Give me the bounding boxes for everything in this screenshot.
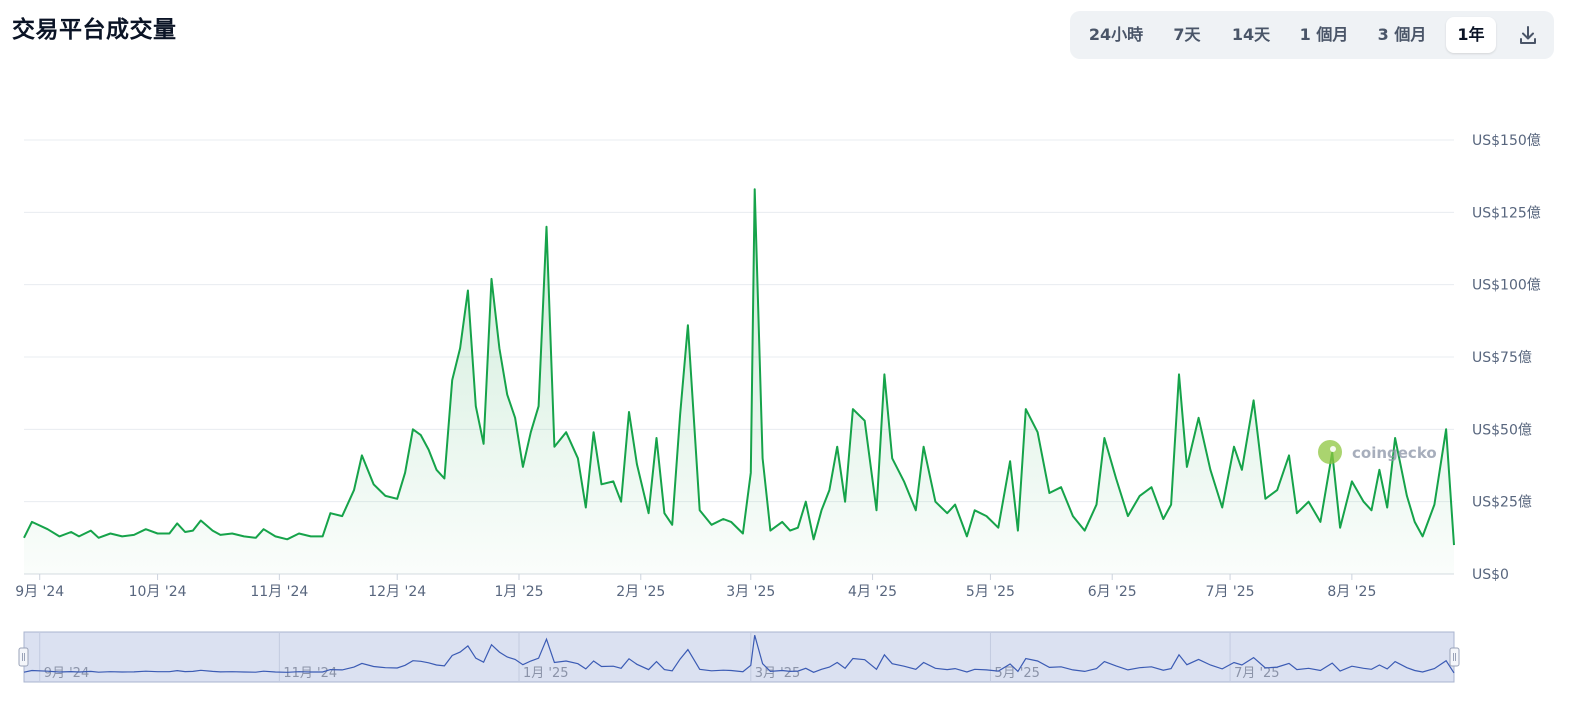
x-tick-label: 9月 '24 xyxy=(15,584,64,600)
y-tick-label: US$100億 xyxy=(1472,278,1541,294)
navigator-left-handle[interactable] xyxy=(18,647,29,667)
coingecko-watermark: coingecko xyxy=(1318,440,1437,464)
navigator-right-handle[interactable] xyxy=(1449,647,1460,667)
navigator-label: 3月 '25 xyxy=(755,666,801,681)
x-tick-label: 10月 '24 xyxy=(129,584,187,600)
y-tick-label: US$50億 xyxy=(1472,422,1532,438)
range-1m-button[interactable]: 1 個月 xyxy=(1299,25,1349,44)
navigator-line xyxy=(23,635,1455,674)
y-tick-label: US$75億 xyxy=(1472,350,1532,366)
x-tick-label: 7月 '25 xyxy=(1206,584,1255,600)
navigator-label: 1月 '25 xyxy=(523,666,569,681)
range-14d-button[interactable]: 14天 xyxy=(1231,25,1271,44)
x-tick-label: 5月 '25 xyxy=(966,584,1015,600)
navigator-selection[interactable] xyxy=(23,631,1455,683)
y-tick-label: US$150億 xyxy=(1472,133,1541,149)
download-button[interactable] xyxy=(1510,17,1546,53)
range-1y-button[interactable]: 1年 xyxy=(1446,17,1496,53)
navigator-label: 5月 '25 xyxy=(994,666,1040,681)
x-tick-label: 4月 '25 xyxy=(848,584,897,600)
x-tick-label: 3月 '25 xyxy=(726,584,775,600)
watermark-text: coingecko xyxy=(1352,444,1437,462)
download-icon xyxy=(1520,26,1536,44)
x-tick-label: 1月 '25 xyxy=(494,584,543,600)
y-tick-label: US$0 xyxy=(1472,567,1509,583)
navigator-label: 9月 '24 xyxy=(44,666,90,681)
x-tick-label: 11月 '24 xyxy=(250,584,308,600)
navigator-label: 7月 '25 xyxy=(1234,666,1280,681)
coingecko-logo-icon xyxy=(1318,440,1342,464)
handle-grip xyxy=(18,647,29,667)
chart-title: 交易平台成交量 xyxy=(12,17,177,43)
range-3m-button[interactable]: 3 個月 xyxy=(1377,25,1427,44)
x-tick-label: 6月 '25 xyxy=(1088,584,1137,600)
y-tick-label: US$25億 xyxy=(1472,495,1532,511)
x-tick-label: 12月 '24 xyxy=(368,584,426,600)
x-tick-label: 2月 '25 xyxy=(616,584,665,600)
range-24h-button[interactable]: 24小時 xyxy=(1088,25,1144,44)
x-tick-label: 8月 '25 xyxy=(1327,584,1376,600)
coingecko-logo-eye xyxy=(1330,446,1336,452)
range-7d-button[interactable]: 7天 xyxy=(1173,25,1201,44)
navigator-label: 11月 '24 xyxy=(283,666,337,681)
range-navigator[interactable]: 9月 '24 11月 '24 1月 '25 3月 '25 5月 '25 7月 '25 xyxy=(18,631,1460,683)
y-tick-label: US$125億 xyxy=(1472,205,1541,221)
volume-area xyxy=(24,189,1454,574)
volume-line xyxy=(23,188,1455,546)
time-range-selector: 24小時 7天 14天 1 個月 3 個月 1年 xyxy=(1070,11,1554,59)
handle-grip xyxy=(1449,647,1460,667)
